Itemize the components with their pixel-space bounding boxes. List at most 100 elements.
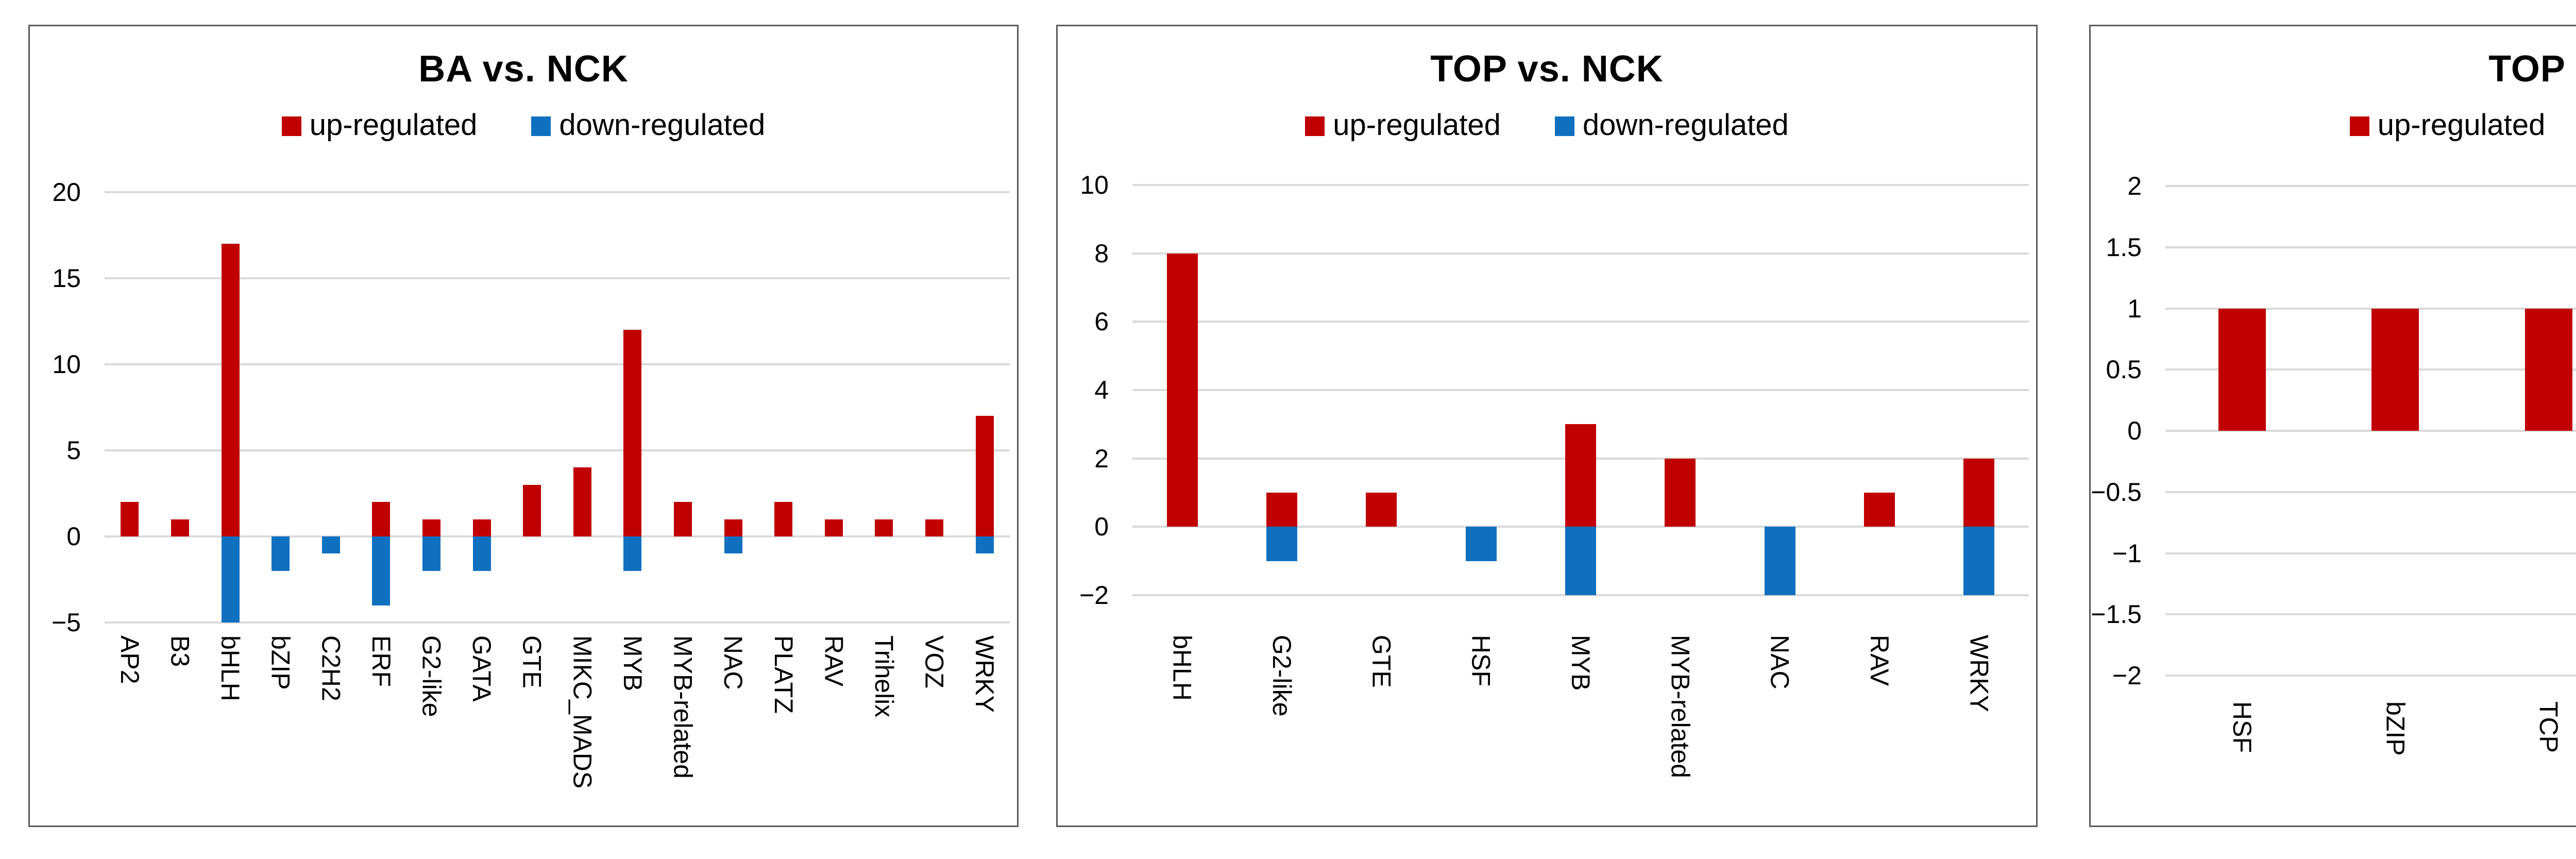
category-label-wrky: WRKY: [970, 635, 999, 713]
legend-label: down-regulated: [559, 108, 766, 142]
bar-down-erf: [372, 536, 391, 605]
gridline: [1132, 252, 2029, 255]
category-label-g2-like: G2-like: [417, 635, 446, 717]
category-label-c2h2: C2H2: [316, 635, 346, 701]
category-label-trihelix: Trihelix: [869, 635, 899, 718]
legend-swatch-icon: [281, 116, 301, 136]
gridline: [2165, 491, 2576, 493]
chart-title: BA vs. NCK: [418, 48, 629, 90]
category-label-nac: NAC: [719, 635, 748, 690]
bar-up-myb: [1565, 424, 1596, 527]
gridline: [2165, 185, 2576, 187]
bar-up-rav: [1864, 493, 1895, 527]
bar-up-myb: [623, 330, 642, 536]
y-axis-tick-label: 10: [52, 350, 81, 379]
y-axis-tick-label: 10: [1080, 171, 1109, 199]
bar-up-gte: [523, 484, 541, 536]
category-label-voz: VOZ: [920, 635, 949, 688]
bar-up-erf: [372, 502, 391, 536]
y-axis-tick-label: 5: [66, 436, 81, 465]
y-axis-tick-label: 20: [52, 178, 81, 207]
bar-up-voz: [925, 519, 944, 536]
bar-up-ap2: [121, 502, 139, 536]
category-label-bzip: bZIP: [266, 635, 295, 690]
legend-label: up-regulated: [1333, 108, 1501, 142]
gridline: [1132, 184, 2029, 186]
category-label-wrky: WRKY: [1964, 635, 1994, 712]
legend-item-down-regulated: down-regulated: [531, 108, 765, 142]
category-label-myb: MYB: [1566, 635, 1595, 691]
bar-down-g2-like: [1266, 527, 1297, 561]
bar-up-wrky: [1963, 458, 1995, 527]
category-label-rav: RAV: [819, 635, 849, 687]
category-label-g2-like: G2-like: [1267, 635, 1296, 717]
category-label-bhlh: bHLH: [1167, 635, 1197, 701]
bar-down-myb: [1565, 527, 1596, 595]
bar-up-platz: [774, 502, 793, 536]
gridline: [105, 535, 1010, 537]
category-label-mikc-mads: MIKC_MADS: [568, 635, 597, 789]
gridline: [1132, 321, 2029, 323]
category-label-b3: B3: [165, 635, 195, 667]
bar-down-nac: [724, 536, 742, 554]
bar-up-bzip: [2371, 308, 2419, 431]
category-label-erf: ERF: [366, 635, 396, 687]
gridline: [105, 277, 1010, 279]
y-axis-tick-label: −1: [2112, 538, 2142, 568]
bar-up-nac: [724, 519, 742, 536]
y-axis-tick-label: 6: [1094, 307, 1109, 336]
gridline: [2165, 368, 2576, 371]
bar-up-hsf: [2218, 308, 2266, 431]
bar-down-myb: [623, 536, 642, 571]
y-axis-tick-label: −1.5: [2091, 600, 2142, 629]
chart-panel-ba-vs-nck: BA vs. NCK up-regulated down-regulated 20 15…: [28, 25, 1019, 827]
bar-down-bzip: [272, 536, 290, 571]
y-axis-tick-label: 0: [66, 522, 81, 551]
bar-up-myb-related: [1665, 458, 1696, 527]
bar-up-wrky: [975, 416, 994, 536]
y-axis-tick-label: 0.5: [2106, 355, 2142, 384]
gridline: [105, 363, 1010, 365]
bar-up-bhlh: [1166, 253, 1198, 527]
gridline: [105, 621, 1010, 624]
category-label-myb: MYB: [618, 635, 647, 692]
bar-down-nac: [1764, 527, 1795, 595]
gridline: [105, 191, 1010, 193]
bar-up-g2-like: [1266, 493, 1297, 527]
bar-up-gata: [472, 519, 491, 536]
category-label-hsf: HSF: [1466, 635, 1496, 686]
legend-item-up-regulated: up-regulated: [1305, 108, 1501, 142]
bar-down-gata: [472, 536, 491, 571]
bar-up-rav: [824, 519, 843, 536]
category-label-ap2: AP2: [115, 635, 144, 684]
category-label-gata: GATA: [467, 635, 497, 702]
bar-up-myb-related: [674, 502, 692, 536]
category-label-nac: NAC: [1765, 635, 1794, 689]
y-axis-tick-label: 4: [1094, 376, 1109, 405]
category-label-gte: GTE: [517, 635, 547, 688]
chart-title: TOP vs. NCK: [1430, 48, 1664, 90]
bar-up-tcp: [2524, 308, 2572, 431]
gridline: [1132, 389, 2029, 391]
category-label-bzip: bZIP: [2381, 701, 2410, 756]
y-axis-tick-label: 2: [1094, 444, 1109, 473]
gridline: [105, 449, 1010, 451]
y-axis-tick-label: −2: [1079, 581, 1109, 610]
y-axis-tick-label: 0: [2127, 416, 2142, 445]
bar-down-wrky: [1963, 527, 1995, 595]
bar-down-bhlh: [221, 536, 240, 622]
gridline: [2165, 613, 2576, 616]
gridline: [2165, 307, 2576, 310]
category-label-hsf: HSF: [2227, 701, 2257, 753]
category-label-myb-related: MYB-related: [1666, 635, 1695, 778]
y-axis-tick-label: −0.5: [2091, 477, 2142, 507]
category-label-bhlh: bHLH: [216, 635, 245, 701]
bar-up-b3: [171, 519, 189, 536]
gridline: [2165, 430, 2576, 432]
y-axis-tick-label: 15: [52, 264, 81, 293]
